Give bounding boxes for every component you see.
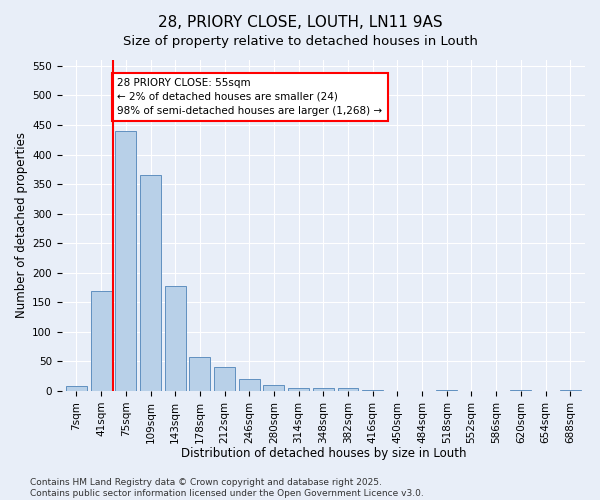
Bar <box>263 385 284 391</box>
Bar <box>115 131 136 391</box>
Bar <box>140 176 161 391</box>
Bar <box>91 290 112 391</box>
Bar <box>313 388 334 391</box>
X-axis label: Distribution of detached houses by size in Louth: Distribution of detached houses by size … <box>181 447 466 460</box>
Bar <box>288 388 309 391</box>
Y-axis label: Number of detached properties: Number of detached properties <box>15 132 28 318</box>
Bar <box>214 368 235 391</box>
Bar <box>66 386 87 391</box>
Text: 28, PRIORY CLOSE, LOUTH, LN11 9AS: 28, PRIORY CLOSE, LOUTH, LN11 9AS <box>158 15 442 30</box>
Bar <box>362 390 383 391</box>
Bar <box>560 390 581 391</box>
Bar <box>165 286 185 391</box>
Bar <box>338 388 358 391</box>
Bar <box>239 379 260 391</box>
Bar <box>190 358 211 391</box>
Text: Contains HM Land Registry data © Crown copyright and database right 2025.
Contai: Contains HM Land Registry data © Crown c… <box>30 478 424 498</box>
Bar <box>436 390 457 391</box>
Bar <box>511 390 532 391</box>
Text: 28 PRIORY CLOSE: 55sqm
← 2% of detached houses are smaller (24)
98% of semi-deta: 28 PRIORY CLOSE: 55sqm ← 2% of detached … <box>117 78 382 116</box>
Text: Size of property relative to detached houses in Louth: Size of property relative to detached ho… <box>122 35 478 48</box>
